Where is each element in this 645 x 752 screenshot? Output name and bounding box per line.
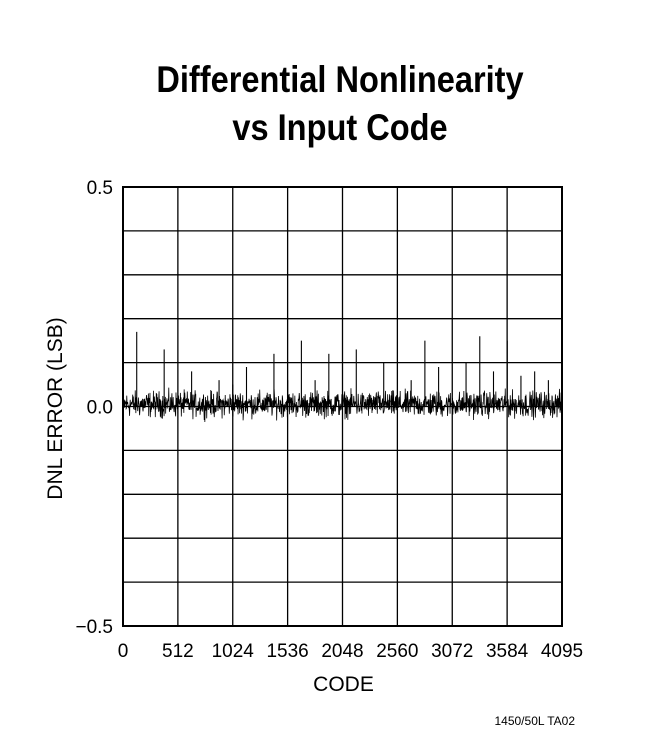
x-tick-label: 2048	[321, 641, 363, 662]
x-tick-label: 1536	[266, 641, 308, 662]
dnl-noise-trace	[122, 387, 563, 423]
x-tick-label: 2560	[376, 641, 418, 662]
plot-frame	[122, 186, 563, 627]
y-tick-label: 0.0	[87, 398, 113, 419]
x-tick-label: 0	[118, 641, 129, 662]
x-axis-label: CODE	[313, 673, 374, 696]
x-tick-label: 3584	[486, 641, 529, 662]
y-axis-label: DNL ERROR (LSB)	[44, 317, 67, 499]
y-tick-label: 0.5	[87, 178, 113, 199]
figure-code: 1450/50L TA02	[494, 714, 575, 728]
x-tick-label: 1024	[212, 641, 255, 662]
x-tick-label: 3072	[431, 641, 473, 662]
chart-title-line-1: Differential Nonlinearity	[156, 59, 524, 100]
x-tick-label: 512	[162, 641, 194, 662]
y-tick-label: −0.5	[75, 617, 113, 638]
x-tick-label: 4095	[541, 641, 583, 662]
chart-title-line-2: vs Input Code	[232, 107, 448, 148]
